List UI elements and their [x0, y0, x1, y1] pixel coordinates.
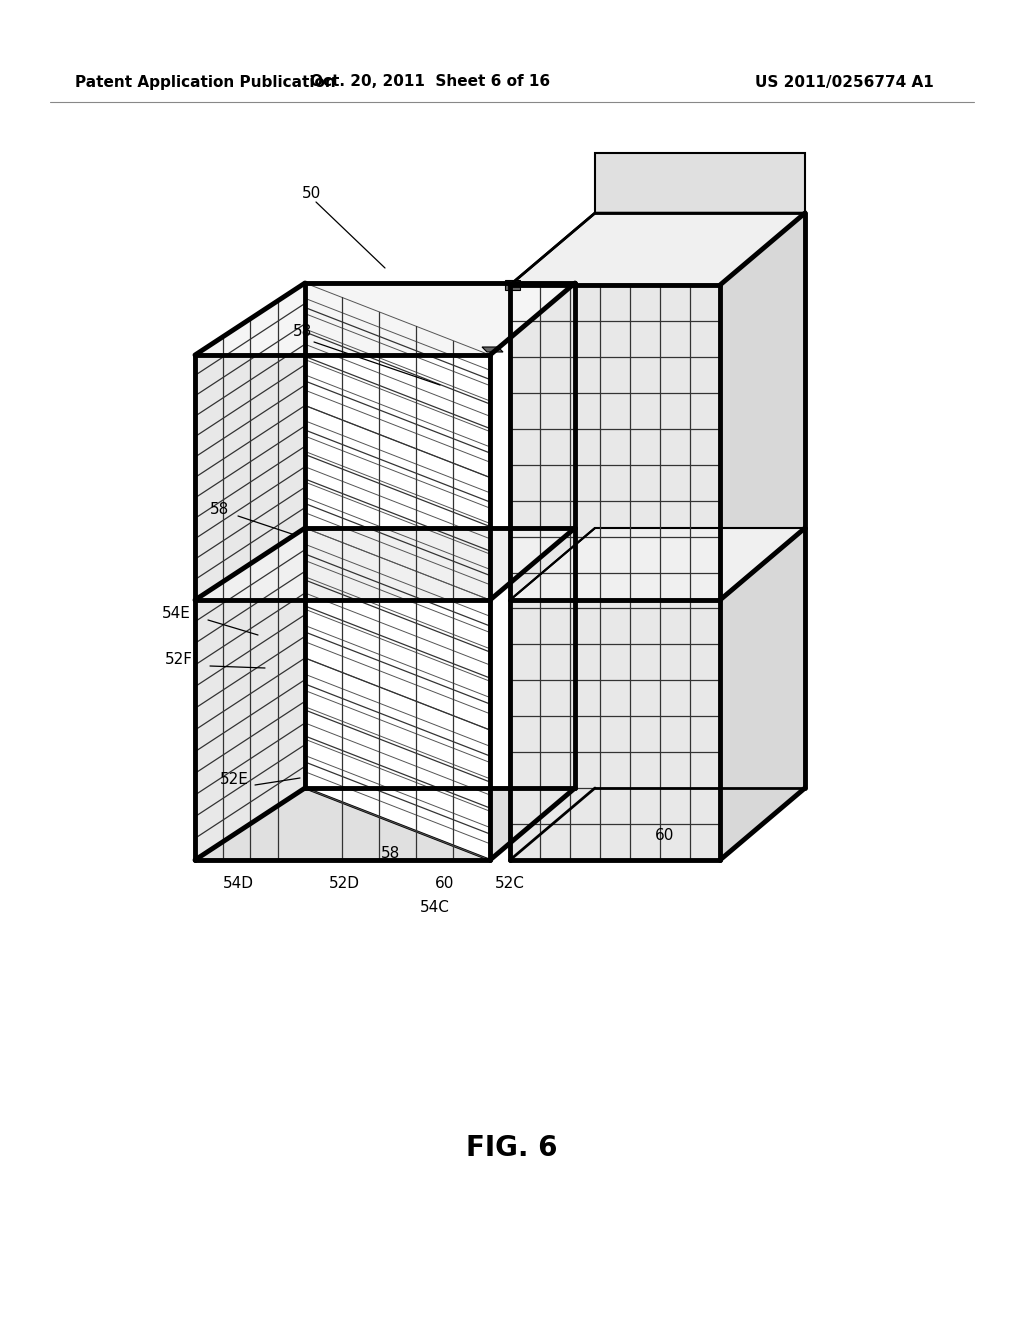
Text: 50: 50 — [302, 186, 322, 201]
Text: Oct. 20, 2011  Sheet 6 of 16: Oct. 20, 2011 Sheet 6 of 16 — [310, 74, 550, 90]
Text: 54C: 54C — [420, 900, 450, 916]
Polygon shape — [505, 280, 520, 290]
Text: 60: 60 — [435, 875, 455, 891]
Text: 52D: 52D — [329, 875, 359, 891]
Text: Patent Application Publication: Patent Application Publication — [75, 74, 336, 90]
Text: US 2011/0256774 A1: US 2011/0256774 A1 — [755, 74, 934, 90]
Text: 54D: 54D — [222, 875, 254, 891]
Text: 52E: 52E — [220, 772, 249, 788]
Polygon shape — [510, 528, 805, 601]
Polygon shape — [510, 213, 805, 285]
Text: 58: 58 — [210, 503, 229, 517]
Text: FIG. 6: FIG. 6 — [466, 1134, 558, 1162]
Text: 52C: 52C — [495, 875, 525, 891]
Polygon shape — [305, 528, 490, 861]
Polygon shape — [510, 285, 720, 861]
Polygon shape — [195, 282, 575, 355]
Polygon shape — [195, 788, 575, 861]
Polygon shape — [595, 153, 805, 213]
Text: 52F: 52F — [165, 652, 193, 668]
Polygon shape — [482, 347, 503, 352]
Polygon shape — [195, 528, 305, 861]
Polygon shape — [305, 282, 490, 601]
Polygon shape — [195, 282, 305, 601]
Text: 58: 58 — [293, 325, 312, 339]
Text: 54E: 54E — [162, 606, 190, 620]
Polygon shape — [720, 213, 805, 861]
Text: 58: 58 — [380, 846, 399, 861]
Polygon shape — [305, 528, 490, 861]
Polygon shape — [305, 282, 490, 601]
Text: 60: 60 — [655, 828, 675, 842]
Polygon shape — [195, 528, 575, 601]
